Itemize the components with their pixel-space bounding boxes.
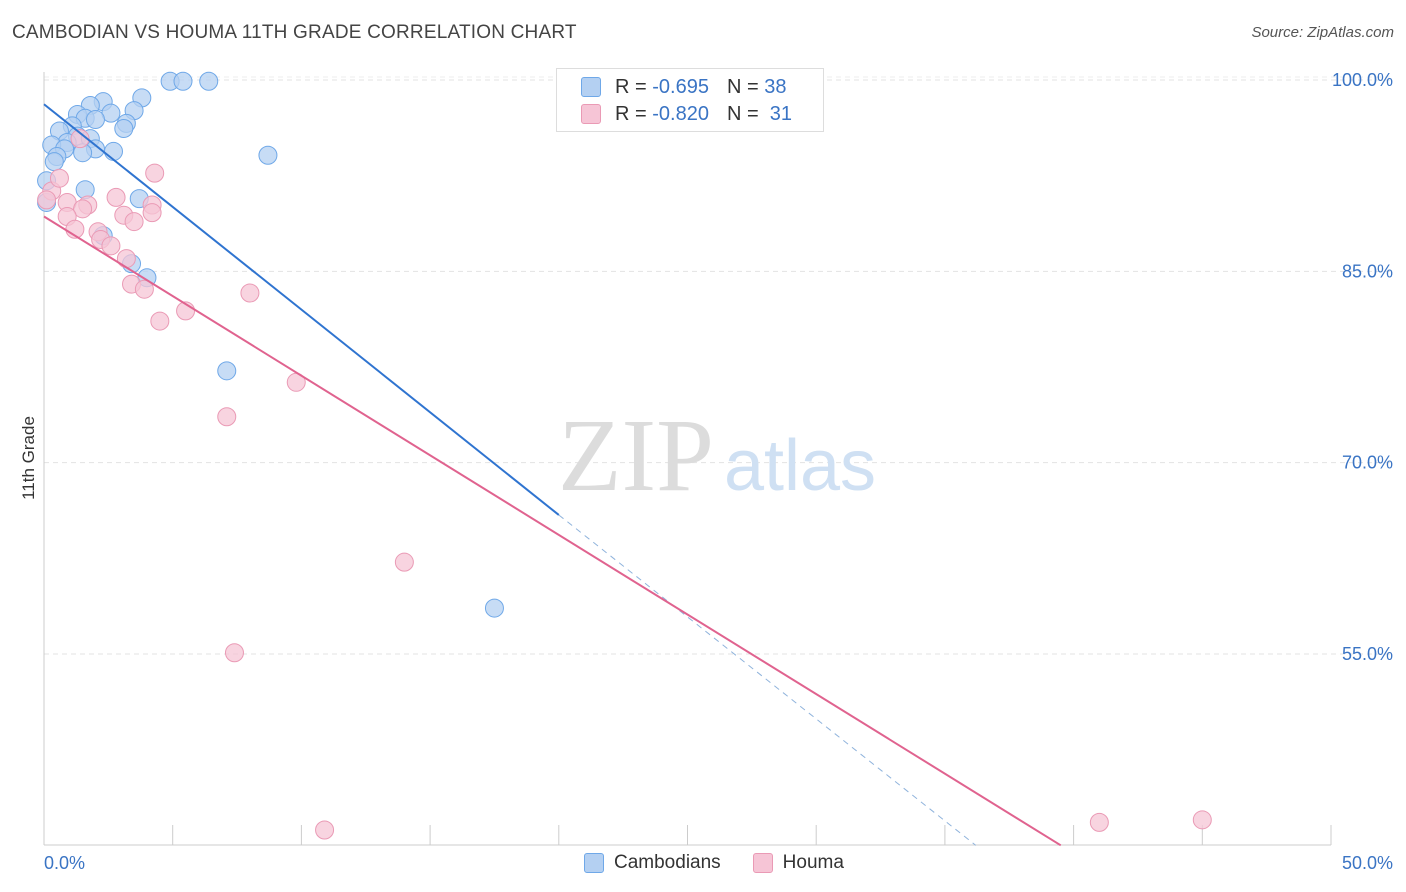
y-tick-label: 55.0% (1342, 644, 1393, 664)
cambodians-point (173, 71, 193, 91)
cambodians-trend-group (558, 514, 977, 846)
houma-point (134, 279, 154, 299)
watermark: ZIP atlas (558, 398, 876, 513)
houma-point (101, 236, 121, 256)
houma-point (70, 129, 90, 149)
x-tick-label: 0.0% (44, 853, 85, 873)
cambodians-point (44, 152, 64, 172)
houma-point (240, 283, 260, 303)
cambodians-point (85, 110, 105, 130)
houma-trend-line (43, 215, 1062, 847)
houma-point (217, 407, 237, 427)
houma-point (49, 168, 69, 188)
cambodians-point (217, 361, 237, 381)
houma-points (37, 129, 1212, 840)
legend-item-cambodians: Cambodians (584, 852, 721, 874)
legend-row-cambodians: R = -0.695 N = 38 (581, 74, 786, 100)
gridlines (44, 76, 1394, 655)
cambodians-point (199, 71, 219, 91)
legend-n-label: N = (726, 75, 759, 98)
cambodians-swatch (581, 77, 601, 97)
legend-n-value: 31 (769, 102, 793, 125)
houma-point (315, 820, 335, 840)
houma-point (1192, 810, 1212, 830)
cambodians-point (484, 598, 504, 618)
houma-point (106, 187, 126, 207)
legend-n-label: N = (726, 102, 759, 125)
cambodians-point (258, 145, 278, 165)
houma-point (124, 212, 144, 232)
x-tick-label: 50.0% (1342, 853, 1393, 873)
cambodians-legend-label: Cambodians (614, 852, 721, 873)
source-label: Source: ZipAtlas.com (1251, 24, 1394, 41)
y-tick-label: 100.0% (1332, 70, 1393, 90)
chart-title: CAMBODIAN VS HOUMA 11TH GRADE CORRELATIO… (12, 22, 577, 43)
stats-legend: R = -0.695 N = 38 R = -0.820 N = 31 (556, 68, 824, 132)
houma-point (394, 552, 414, 572)
cambodians-legend-swatch (584, 853, 604, 873)
houma-legend-swatch (752, 853, 773, 873)
cambodians-point (103, 141, 123, 161)
legend-r-label: R = (615, 75, 647, 98)
y-tick-label: 85.0% (1342, 261, 1393, 281)
watermark-atlas: atlas (724, 426, 876, 506)
cambodians-trend-extension (558, 514, 977, 846)
legend-n-value: 38 (764, 75, 787, 98)
houma-point (116, 249, 136, 269)
cambodians-trend-line (43, 103, 560, 516)
y-tick-label: 70.0% (1342, 453, 1393, 473)
houma-point (37, 190, 57, 210)
houma-legend-label: Houma (782, 852, 844, 873)
cambodians-point (114, 118, 134, 138)
houma-point (73, 199, 93, 219)
legend-r-value: -0.695 (652, 75, 709, 98)
legend-item-houma: Houma (752, 852, 844, 874)
tick-labels: 55.0% 70.0% 85.0% 100.0% 0.0% 50.0% (44, 70, 1393, 873)
houma-point (145, 163, 165, 183)
y-axis-label: 11th Grade (19, 416, 38, 500)
legend-r-label: R = (615, 102, 647, 125)
legend-row-houma: R = -0.820 N = 31 (581, 101, 792, 127)
houma-point (1089, 812, 1109, 832)
houma-point (150, 311, 170, 331)
houma-swatch (581, 104, 601, 124)
legend-r-value: -0.820 (652, 102, 709, 125)
houma-point (224, 643, 244, 663)
watermark-zip: ZIP (558, 398, 714, 513)
houma-point (142, 203, 162, 223)
series-legend: Cambodians Houma (584, 852, 876, 874)
series-layer (37, 71, 1212, 847)
